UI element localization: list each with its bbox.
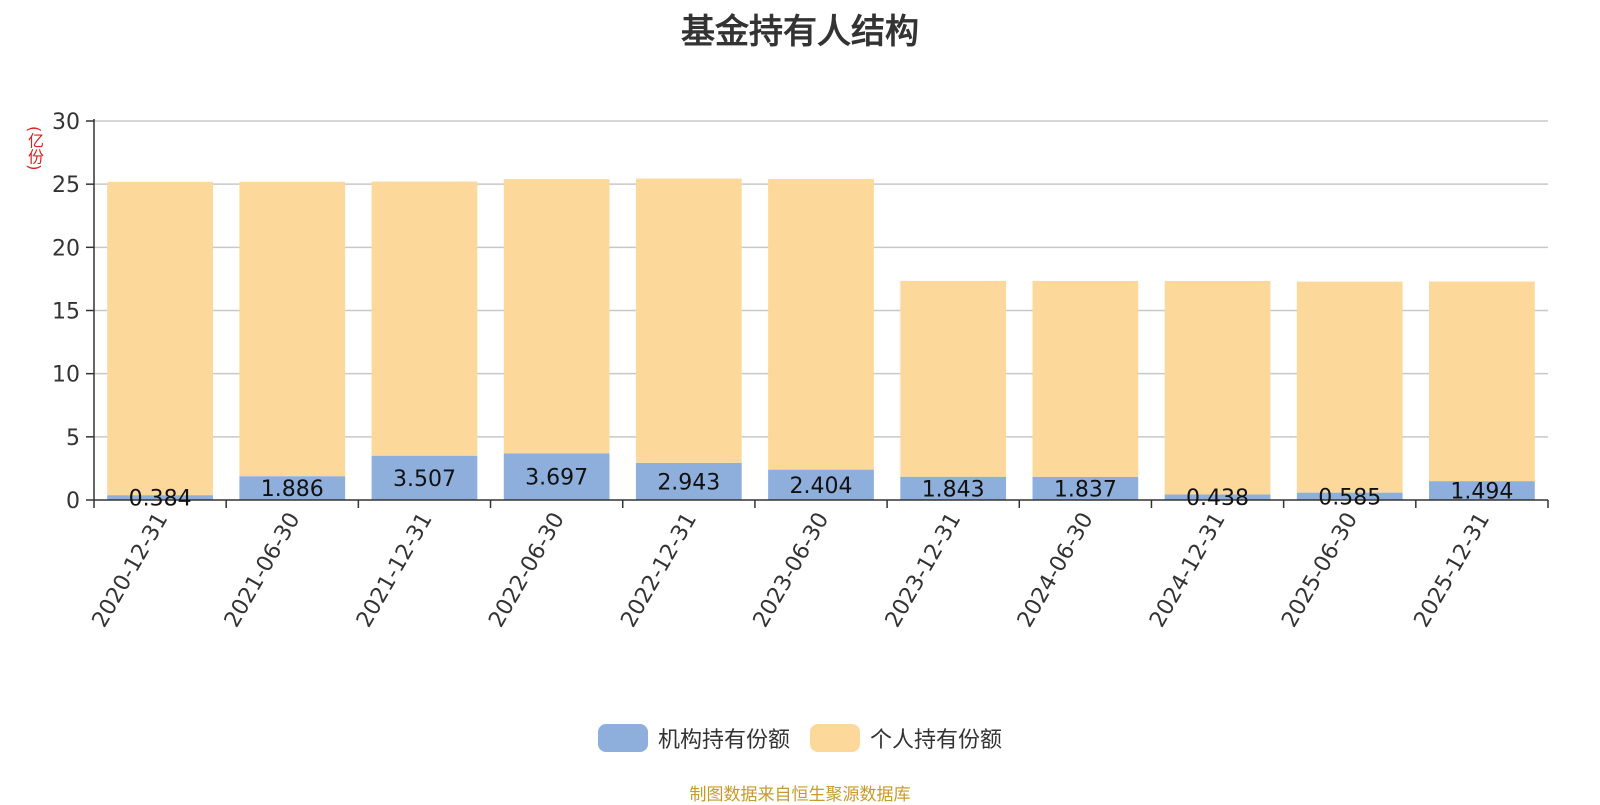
bar-institution (768, 469, 874, 500)
bar-institution (107, 495, 213, 500)
x-tick-label: 2021-12-31 (352, 509, 438, 632)
bar-institution (900, 476, 1007, 500)
x-tick-label: 2022-12-31 (616, 509, 702, 632)
y-tick-label: 10 (52, 363, 80, 388)
y-tick-label: 15 (52, 300, 80, 325)
x-tick-label: 2021-06-30 (220, 509, 306, 632)
bar-individual (239, 181, 346, 477)
x-tick-label: 2022-06-30 (484, 509, 570, 632)
bar-individual (900, 280, 1007, 477)
legend-swatch-institution (597, 724, 648, 752)
bar-value-label: 2.404 (790, 474, 853, 499)
bar-institution (1032, 476, 1139, 500)
bar-individual (1429, 281, 1535, 482)
bar-institution (635, 462, 742, 500)
x-tick-label: 2023-12-31 (881, 509, 967, 632)
bar-value-label: 1.837 (1054, 477, 1117, 502)
bar-value-label: 0.438 (1186, 486, 1249, 511)
y-axis-unit-label: (亿份) (25, 125, 44, 171)
data-source-note: 制图数据来自恒生聚源数据库 (689, 785, 911, 805)
legend-item-institution[interactable]: 机构持有份额 (597, 722, 790, 754)
bar-value-label: 2.943 (657, 470, 720, 495)
bar-value-label: 3.507 (393, 467, 456, 492)
bar-value-label: 0.585 (1318, 485, 1381, 510)
legend: 机构持有份额 个人持有份额 (0, 722, 1600, 754)
x-tick-label: 2020-12-31 (88, 509, 174, 632)
y-tick-label: 25 (52, 173, 80, 198)
y-tick-label: 30 (52, 110, 80, 135)
x-tick-label: 2024-12-31 (1145, 509, 1231, 632)
y-tick-label: 0 (66, 489, 80, 514)
bar-institution (1296, 492, 1403, 500)
bar-institution (1164, 494, 1271, 500)
bar-institution (1429, 481, 1535, 500)
bar-institution (371, 455, 478, 500)
bar-labels: 0.384 1.886 3.507 3.697 2.943 2.404 1.843 1.837… (129, 466, 1514, 512)
bar-individual (768, 179, 874, 470)
legend-swatch-individual (810, 724, 860, 752)
chart-title: 基金持有人结构 (681, 12, 919, 52)
bar-individual (1296, 281, 1403, 493)
bar-individual (107, 181, 213, 496)
legend-label-individual: 个人持有份额 (870, 728, 1003, 753)
x-tick-label: 2025-06-30 (1277, 509, 1363, 632)
bar-individual (503, 179, 610, 454)
bar-individual (371, 181, 478, 456)
legend-label-institution: 机构持有份额 (657, 728, 790, 753)
bar-institution (239, 476, 346, 500)
bar-individual (635, 178, 742, 463)
bar-individual (1164, 280, 1271, 495)
bars (107, 178, 1535, 500)
bar-value-label: 1.886 (261, 477, 324, 502)
bar-institution (503, 453, 610, 500)
bar-value-label: 3.697 (525, 466, 588, 491)
legend-item-individual[interactable]: 个人持有份额 (810, 722, 1002, 754)
x-tick-label: 2025-12-31 (1410, 509, 1496, 632)
bar-value-label: 1.843 (922, 477, 985, 502)
y-tick-label: 20 (52, 236, 80, 261)
x-tick-label: 2023-06-30 (749, 509, 835, 632)
bar-value-label: 0.384 (129, 487, 192, 512)
y-tick-label: 5 (66, 426, 80, 451)
x-tick-label: 2024-06-30 (1013, 509, 1099, 632)
bar-value-label: 1.494 (1450, 480, 1513, 505)
bar-individual (1032, 280, 1139, 477)
